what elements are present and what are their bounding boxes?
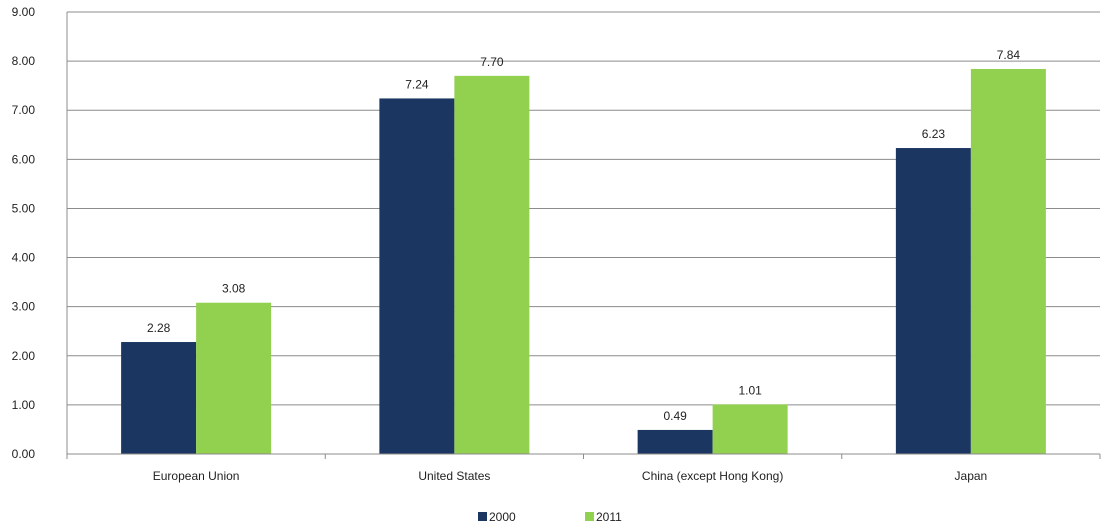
- data-label: 3.08: [222, 282, 246, 296]
- bar-2011-2: [712, 404, 788, 454]
- legend-swatch-2011: [585, 512, 594, 521]
- bar-2000-2: [637, 429, 713, 454]
- y-tick-label: 3.00: [12, 300, 36, 314]
- y-tick-label: 2.00: [12, 349, 36, 363]
- bar-2000-1: [379, 98, 455, 455]
- y-tick-label: 5.00: [12, 201, 36, 215]
- x-axis: European Union United States China (except…: [66, 453, 1101, 483]
- data-label: 2.28: [147, 321, 171, 335]
- x-category-label: China (except Hong Kong): [642, 469, 783, 483]
- y-tick-label: 0.00: [12, 447, 36, 461]
- bar-2000-3: [895, 148, 971, 454]
- legend-label: 2000: [489, 510, 516, 524]
- data-label: 7.70: [480, 55, 504, 69]
- y-tick-label: 8.00: [12, 54, 36, 68]
- y-tick-label: 6.00: [12, 152, 36, 166]
- x-category-label: United States: [418, 469, 490, 483]
- legend-label: 2011: [596, 510, 622, 524]
- bar-2000-0: [121, 342, 197, 454]
- bar-2011-1: [454, 75, 530, 454]
- x-category-label: European Union: [153, 469, 240, 483]
- legend: 2000 2011: [478, 510, 622, 524]
- data-label: 1.01: [738, 383, 762, 397]
- bar-2011-3: [970, 68, 1046, 455]
- data-label: 7.84: [997, 48, 1021, 62]
- data-label: 6.23: [922, 127, 946, 141]
- bars: 2.28 3.08 7.24 7.70 0.49 1.01 6.23 7.84: [121, 48, 1046, 455]
- y-tick-label: 4.00: [12, 251, 36, 265]
- y-tick-label: 1.00: [12, 398, 36, 412]
- data-label: 0.49: [663, 409, 687, 423]
- legend-swatch-2000: [478, 512, 487, 521]
- bar-2011-0: [196, 302, 272, 454]
- y-tick-label: 7.00: [12, 103, 36, 117]
- data-label: 7.24: [405, 77, 429, 91]
- x-category-label: Japan: [955, 469, 988, 483]
- y-tick-label: 9.00: [12, 5, 36, 19]
- y-axis: 0.00 1.00 2.00 3.00 4.00 5.00 6.00 7.00 8.00 9.00: [12, 5, 68, 461]
